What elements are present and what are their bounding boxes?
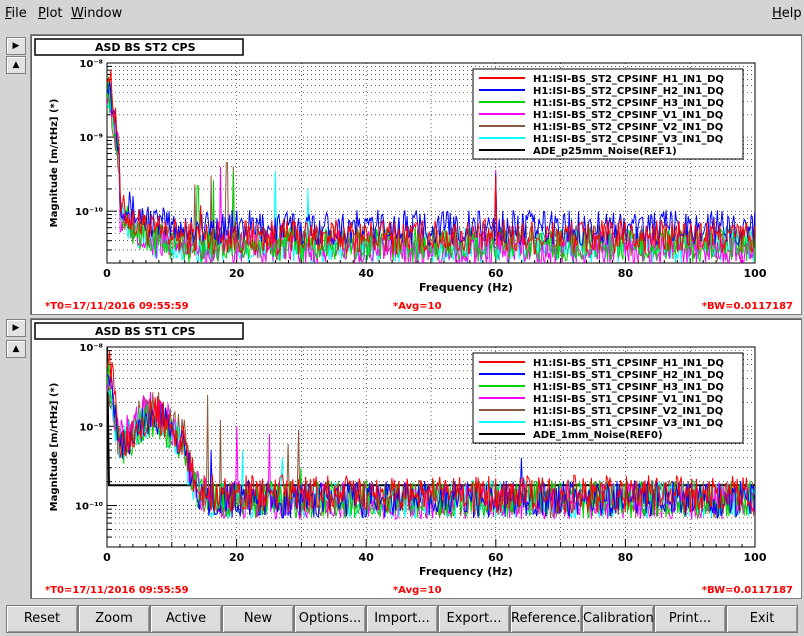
legend-label: H1:ISI-BS_ST1_CPSINF_H3_IN1_DQ	[533, 382, 724, 393]
export-button[interactable]: Export...	[438, 605, 510, 633]
panel2-collapse-button[interactable]: ▲	[6, 340, 26, 358]
x-tick-label: 60	[488, 551, 504, 564]
calibration-button[interactable]: Calibration...	[582, 605, 666, 633]
menu-help[interactable]: Help	[772, 6, 802, 21]
panel1-collapse-button[interactable]: ▲	[6, 56, 26, 74]
x-tick-label: 20	[229, 551, 245, 564]
y-tick-label: 10⁻¹⁰	[75, 502, 103, 513]
x-axis-label: Frequency (Hz)	[419, 565, 513, 578]
print-button[interactable]: Print...	[654, 605, 726, 633]
x-tick-label: 0	[103, 267, 111, 280]
legend-label: H1:ISI-BS_ST1_CPSINF_V3_IN1_DQ	[533, 418, 723, 429]
series-group	[107, 63, 755, 263]
chart-st1: ASD BS ST1 CPS 0 20 40 60 80 100 10⁻⁸ 10⁻⁹ 10⁻¹⁰ F…	[34, 322, 793, 596]
options-button[interactable]: Options...	[294, 605, 366, 633]
legend-label: H1:ISI-BS_ST2_CPSINF_V2_IN1_DQ	[533, 122, 723, 133]
y-tick-label: 10⁻⁸	[79, 343, 103, 354]
legend-label: H1:ISI-BS_ST2_CPSINF_H2_IN1_DQ	[533, 86, 724, 97]
x-tick-label: 40	[359, 267, 375, 280]
series-group	[107, 347, 755, 521]
menu-window[interactable]: Window	[71, 6, 123, 21]
reset-button[interactable]: Reset	[6, 605, 78, 633]
legend-label: ADE_p25mm_Noise(REF1)	[533, 146, 677, 157]
legend-label: H1:ISI-BS_ST1_CPSINF_H2_IN1_DQ	[533, 370, 724, 381]
status-t0: *T0=17/11/2016 09:55:59	[45, 301, 189, 312]
series-line-red	[107, 69, 755, 255]
y-tick-label: 10⁻¹⁰	[75, 207, 103, 218]
x-tick-label: 0	[103, 551, 111, 564]
series-line-green	[107, 76, 755, 263]
legend-label: H1:ISI-BS_ST2_CPSINF_V1_IN1_DQ	[533, 110, 723, 121]
panel1-expand-button[interactable]: ▶	[6, 37, 26, 55]
chart-title-box	[34, 322, 244, 340]
legend-label: H1:ISI-BS_ST1_CPSINF_V1_IN1_DQ	[533, 394, 723, 405]
chart-title: ASD BS ST1 CPS	[95, 325, 196, 338]
menu-bar: File Plot Window Help	[0, 0, 804, 26]
y-axis-label: Magnitude [m/rtHz] (*)	[49, 99, 60, 228]
y-axis-label: Magnitude [m/rtHz] (*)	[49, 383, 60, 512]
active-button[interactable]: Active	[150, 605, 222, 633]
status-t0: *T0=17/11/2016 09:55:59	[45, 585, 189, 596]
series-line-red	[107, 351, 755, 515]
x-tick-label: 40	[359, 551, 375, 564]
x-tick-label: 80	[618, 267, 634, 280]
chart-panel-st1: ASD BS ST1 CPS 0 20 40 60 80 100 10⁻⁸ 10⁻⁹ 10⁻¹⁰ F…	[30, 318, 802, 599]
status-bw: *BW=0.0117187	[702, 301, 793, 312]
exit-button[interactable]: Exit	[726, 605, 798, 633]
x-tick-label: 60	[488, 267, 504, 280]
new-button[interactable]: New	[222, 605, 294, 633]
zoom-button[interactable]: Zoom	[78, 605, 150, 633]
legend-label: H1:ISI-BS_ST1_CPSINF_V2_IN1_DQ	[533, 406, 723, 417]
status-avg: *Avg=10	[393, 585, 442, 596]
status-bw: *BW=0.0117187	[702, 585, 793, 596]
legend-label: H1:ISI-BS_ST2_CPSINF_H1_IN1_DQ	[533, 74, 724, 85]
chart-title-box	[34, 38, 244, 56]
x-tick-label: 100	[744, 551, 767, 564]
chart-title: ASD BS ST2 CPS	[95, 41, 196, 54]
y-tick-label: 10⁻⁹	[79, 422, 103, 433]
chart-panel-st2: ASD BS ST2 CPS 0 20 40 60 80 100 10⁻⁸ 10⁻⁹ 10⁻¹⁰ F…	[30, 34, 802, 315]
x-tick-label: 100	[744, 267, 767, 280]
legend-label: ADE_1mm_Noise(REF0)	[533, 430, 663, 441]
x-tick-label: 80	[618, 551, 634, 564]
chart-st2: ASD BS ST2 CPS 0 20 40 60 80 100 10⁻⁸ 10⁻⁹ 10⁻¹⁰ F…	[34, 38, 793, 312]
series-line-blue	[107, 372, 755, 520]
status-avg: *Avg=10	[393, 301, 442, 312]
menu-plot[interactable]: Plot	[38, 6, 63, 21]
x-tick-label: 20	[229, 267, 245, 280]
legend-label: H1:ISI-BS_ST1_CPSINF_H1_IN1_DQ	[533, 358, 724, 369]
y-tick-label: 10⁻⁹	[79, 133, 103, 144]
x-axis-label: Frequency (Hz)	[419, 281, 513, 294]
reference-button[interactable]: Reference...	[510, 605, 589, 633]
y-tick-label: 10⁻⁸	[79, 59, 103, 70]
import-button[interactable]: Import...	[366, 605, 438, 633]
legend-label: H1:ISI-BS_ST2_CPSINF_H3_IN1_DQ	[533, 98, 724, 109]
legend-label: H1:ISI-BS_ST2_CPSINF_V3_IN1_DQ	[533, 134, 723, 145]
panel2-expand-button[interactable]: ▶	[6, 319, 26, 337]
menu-file[interactable]: File	[5, 6, 27, 21]
footer-toolbar: Reset Zoom Active New Options... Import.…	[0, 602, 804, 636]
series-line-black	[107, 63, 109, 64]
